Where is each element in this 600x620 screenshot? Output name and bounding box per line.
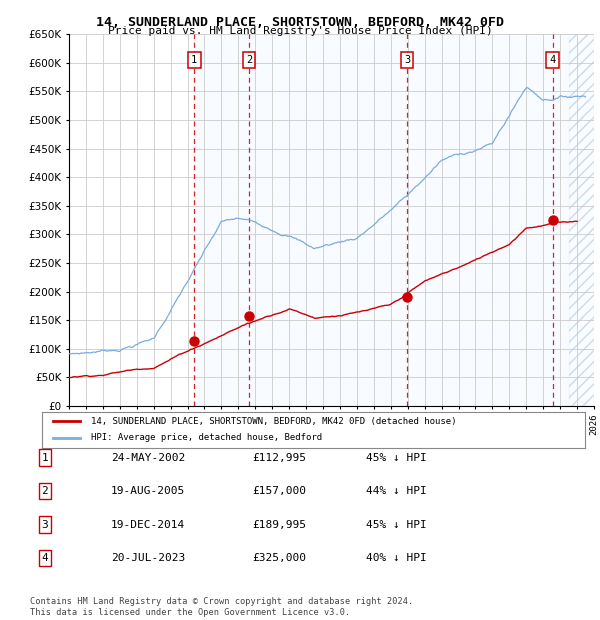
Text: 19-AUG-2005: 19-AUG-2005 (111, 486, 185, 496)
Text: 24-MAY-2002: 24-MAY-2002 (111, 453, 185, 463)
Text: 45% ↓ HPI: 45% ↓ HPI (366, 453, 427, 463)
Text: 14, SUNDERLAND PLACE, SHORTSTOWN, BEDFORD, MK42 0FD: 14, SUNDERLAND PLACE, SHORTSTOWN, BEDFOR… (96, 16, 504, 29)
Text: 19-DEC-2014: 19-DEC-2014 (111, 520, 185, 529)
Text: £157,000: £157,000 (252, 486, 306, 496)
Text: £112,995: £112,995 (252, 453, 306, 463)
Text: HPI: Average price, detached house, Bedford: HPI: Average price, detached house, Bedf… (91, 433, 322, 443)
Text: Contains HM Land Registry data © Crown copyright and database right 2024.
This d: Contains HM Land Registry data © Crown c… (30, 598, 413, 617)
Text: 4: 4 (550, 55, 556, 65)
Text: 2: 2 (246, 55, 252, 65)
Text: 3: 3 (404, 55, 410, 65)
Text: 4: 4 (41, 553, 49, 563)
Text: £189,995: £189,995 (252, 520, 306, 529)
Text: 40% ↓ HPI: 40% ↓ HPI (366, 553, 427, 563)
Bar (194, 34, 569, 406)
Text: 20-JUL-2023: 20-JUL-2023 (111, 553, 185, 563)
Text: 44% ↓ HPI: 44% ↓ HPI (366, 486, 427, 496)
Bar (569, 34, 594, 406)
Text: 1: 1 (191, 55, 197, 65)
Text: 2: 2 (41, 486, 49, 496)
Bar (569, 34, 594, 406)
Text: 14, SUNDERLAND PLACE, SHORTSTOWN, BEDFORD, MK42 0FD (detached house): 14, SUNDERLAND PLACE, SHORTSTOWN, BEDFOR… (91, 417, 457, 426)
Text: Price paid vs. HM Land Registry's House Price Index (HPI): Price paid vs. HM Land Registry's House … (107, 26, 493, 36)
Text: 1: 1 (41, 453, 49, 463)
Text: £325,000: £325,000 (252, 553, 306, 563)
Text: 3: 3 (41, 520, 49, 529)
Text: 45% ↓ HPI: 45% ↓ HPI (366, 520, 427, 529)
